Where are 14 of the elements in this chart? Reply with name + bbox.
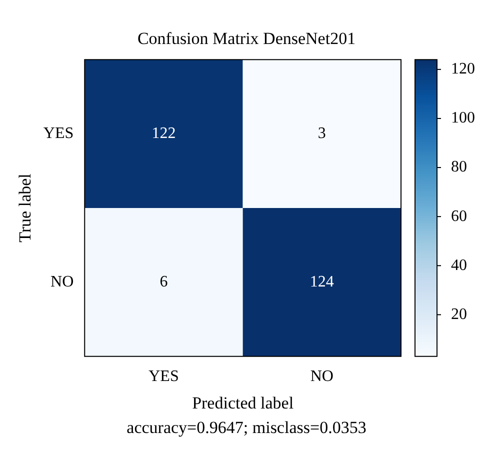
color-bar-label: 20 xyxy=(451,306,467,323)
data-label: 6 xyxy=(160,273,168,290)
data-label: 3 xyxy=(318,125,326,142)
color-bar-label: 40 xyxy=(451,256,467,274)
color-bar-label: 120 xyxy=(451,60,475,78)
color-bar-label: 60 xyxy=(451,208,467,225)
data-label: 124 xyxy=(310,273,334,290)
color-bar-label: 80 xyxy=(451,158,467,176)
chart-title: Confusion Matrix DenseNet201 xyxy=(137,28,356,48)
text: accuracy=0.9647; misclass=0.0353 xyxy=(126,418,368,438)
color-bar-label: 100 xyxy=(451,110,475,127)
x-axis-title: Predicted label xyxy=(192,393,294,412)
data-label: 122 xyxy=(152,125,176,142)
y-axis-title: True label xyxy=(16,173,35,242)
